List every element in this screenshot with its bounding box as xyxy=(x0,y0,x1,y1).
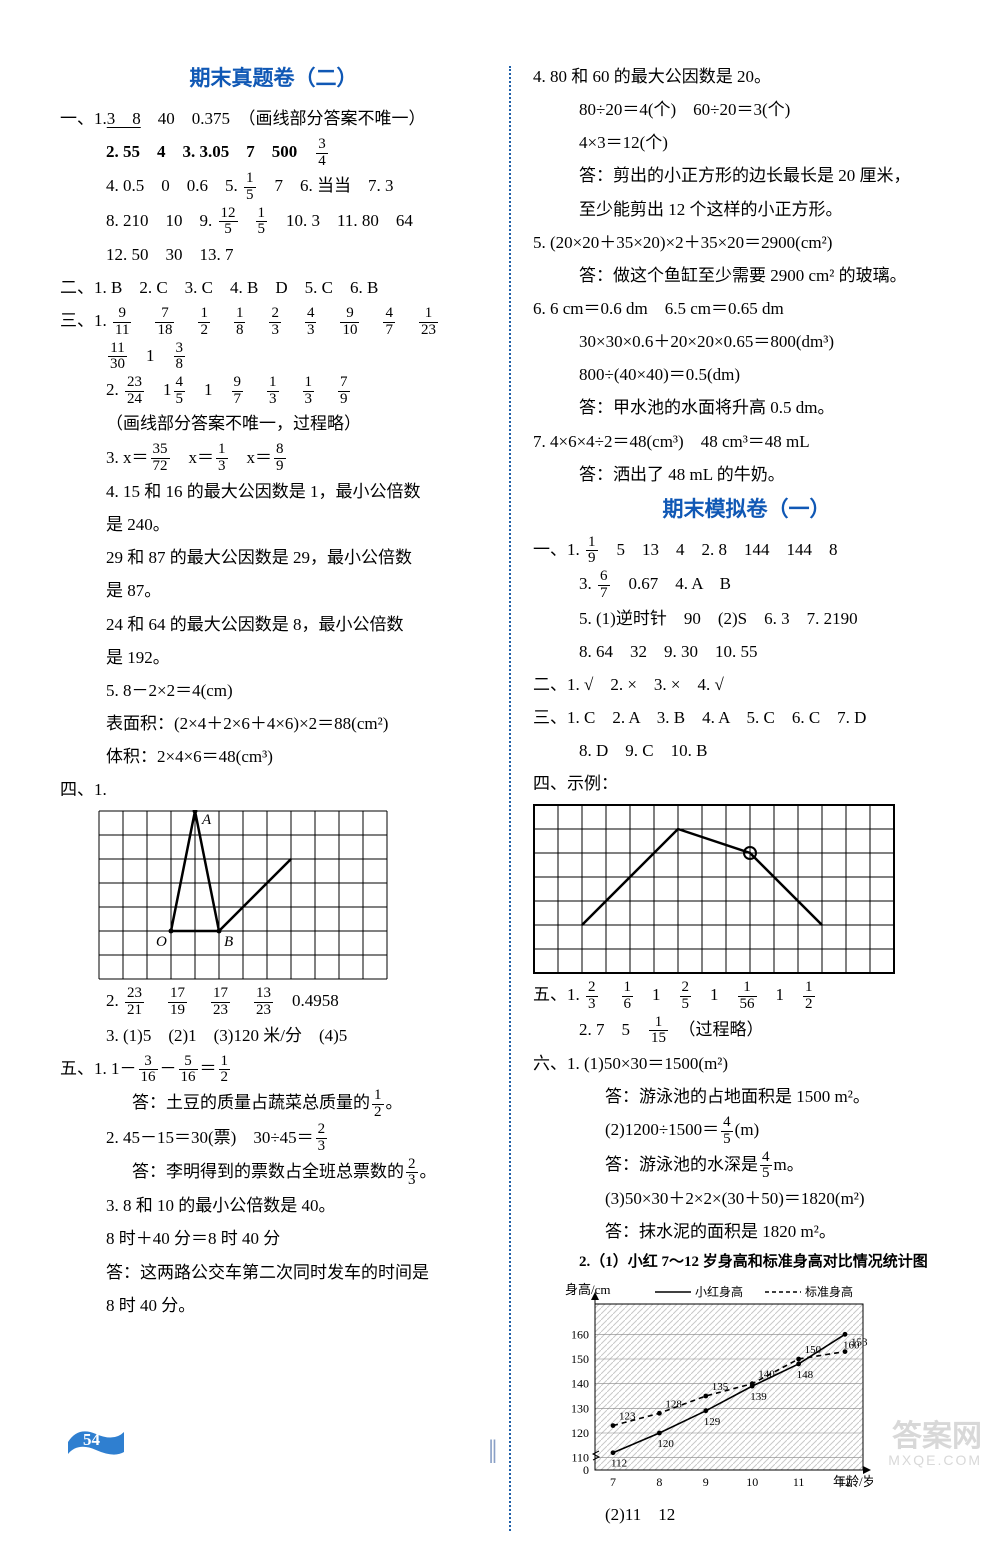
coordinate-grid-1: A O B xyxy=(98,810,388,980)
rm3-2: 8. D 9. C 10. B xyxy=(533,734,960,767)
rm2: 二、1. √ 2. × 3. × 4. √ xyxy=(533,668,960,701)
svg-text:123: 123 xyxy=(619,1410,636,1422)
watermark: 答案网 MXQE.COM xyxy=(888,1420,982,1468)
page-badge: 54 xyxy=(68,1426,124,1458)
svg-text:128: 128 xyxy=(665,1398,682,1410)
l-s5-2b: 答：李明得到的票数占全班总票数的23。 xyxy=(60,1155,487,1189)
l-s4-2: 2. 2321171917231323 0.4958 xyxy=(60,984,487,1018)
svg-text:150: 150 xyxy=(571,1352,589,1366)
l-s5-3b: 8 时＋40 分＝8 时 40 分 xyxy=(60,1222,487,1255)
rm3-1: 三、1. C 2. A 3. B 4. A 5. C 6. C 7. D xyxy=(533,701,960,734)
l-s1-3: 4. 0.5 0 0.6 5. 15 7 6. 当当 7. 3 xyxy=(60,169,487,203)
r-4-1: 4. 80 和 60 的最大公因数是 20。 xyxy=(533,60,960,93)
l-s4-3: 3. (1)5 (2)1 (3)120 米/分 (4)5 xyxy=(60,1019,487,1052)
coordinate-grid-2 xyxy=(533,804,895,974)
l-s2: 二、1. B 2. C 3. C 4. B D 5. C 6. B xyxy=(60,271,487,304)
l-s3-1b: 1130 1 38 xyxy=(60,339,487,373)
l-s3-5b: 表面积：(2×4＋2×6＋4×6)×2＝88(cm²) xyxy=(60,707,487,740)
l-s3-4d: 是 87。 xyxy=(60,574,487,607)
l-s1-4: 8. 210 10 9. 12515 10. 3 11. 80 64 xyxy=(60,204,487,238)
svg-text:148: 148 xyxy=(797,1368,814,1380)
rm1-2: 3. 67 0.67 4. A B xyxy=(533,567,960,601)
l-s5-2: 2. 45－15＝30(票) 30÷45＝23 xyxy=(60,1121,487,1155)
rm6-7: 2.（1）小红 7～12 岁身高和标准身高对比情况统计图 xyxy=(533,1248,960,1277)
svg-text:140: 140 xyxy=(758,1368,775,1380)
svg-text:112: 112 xyxy=(611,1457,627,1469)
rm6-3: (2)1200÷1500＝45(m) xyxy=(533,1113,960,1147)
l-s1-5: 12. 50 30 13. 7 xyxy=(60,238,487,271)
svg-text:标准身高: 标准身高 xyxy=(805,1284,853,1299)
svg-text:150: 150 xyxy=(805,1344,822,1356)
l-s3-4e: 24 和 64 的最大公因数是 8，最小公倍数 xyxy=(60,608,487,641)
svg-text:身高/cm: 身高/cm xyxy=(565,1282,611,1297)
r-4-3: 4×3＝12(个) xyxy=(533,126,960,159)
svg-text:0: 0 xyxy=(583,1463,589,1477)
l-s1-1: 一、1.3 8 40 0.375 （画线部分答案不唯一） xyxy=(60,102,487,135)
svg-text:135: 135 xyxy=(712,1381,729,1393)
rm4-head: 四、示例： xyxy=(533,767,960,800)
l-s3-4c: 29 和 87 的最大公因数是 29，最小公倍数 xyxy=(60,541,487,574)
rm5-1: 五、1. 2316 1 25 1 156 1 12 xyxy=(533,978,960,1012)
l-s5-1: 五、1. 1－316－516＝12 xyxy=(60,1052,487,1086)
l-s3-1: 三、1. 9117181218234391047123 xyxy=(60,304,487,338)
l-s3-5a: 5. 8－2×2＝4(cm) xyxy=(60,674,487,707)
r-4-2: 80÷20＝4(个) 60÷20＝3(个) xyxy=(533,93,960,126)
r-6-2: 30×30×0.6＋20×20×0.65＝800(dm³) xyxy=(533,325,960,358)
svg-text:139: 139 xyxy=(750,1391,767,1403)
l-s5-1b: 答：土豆的质量占蔬菜总质量的12。 xyxy=(60,1086,487,1120)
r-4-5: 至少能剪出 12 个这样的小正方形。 xyxy=(533,193,960,226)
l-s3-3: 3. x＝3572 x＝13 x＝89 xyxy=(60,441,487,475)
r-7-1: 7. 4×6×4÷2＝48(cm³) 48 cm³＝48 mL xyxy=(533,425,960,458)
l-s3-4a: 4. 15 和 16 的最大公因数是 1，最小公倍数 xyxy=(60,475,487,508)
r-5-2: 答：做这个鱼缸至少需要 2900 cm² 的玻璃。 xyxy=(533,259,960,292)
rm6-5: (3)50×30＋2×2×(30＋50)＝1820(m²) xyxy=(533,1182,960,1215)
r-4-4: 答：剪出的小正方形的边长最长是 20 厘米， xyxy=(533,159,960,192)
svg-text:小红身高: 小红身高 xyxy=(695,1284,743,1299)
l-s3-note: （画线部分答案不唯一，过程略） xyxy=(60,407,487,440)
svg-text:A: A xyxy=(201,812,212,828)
rm1-4: 8. 64 32 9. 30 10. 55 xyxy=(533,635,960,668)
l-s4-head: 四、1. xyxy=(60,773,487,806)
svg-text:120: 120 xyxy=(571,1426,589,1440)
left-title: 期末真题卷（二） xyxy=(60,62,487,92)
svg-text:B: B xyxy=(224,934,233,950)
svg-text:年龄/岁: 年龄/岁 xyxy=(833,1474,873,1489)
rm5-2: 2. 7 5 115 （过程略） xyxy=(533,1013,960,1047)
rm1-3: 5. (1)逆时针 90 (2)S 6. 3 7. 2190 xyxy=(533,602,960,635)
rm6b: (2)11 12 xyxy=(533,1498,960,1531)
r-6-3: 800÷(40×40)＝0.5(dm) xyxy=(533,358,960,391)
l-s5-3c: 答：这两路公交车第二次同时发车的时间是 xyxy=(60,1256,487,1289)
svg-text:153: 153 xyxy=(851,1336,868,1348)
r-7-2: 答：洒出了 48 mL 的牛奶。 xyxy=(533,458,960,491)
svg-text:O: O xyxy=(156,934,167,950)
l-s3-5c: 体积：2×4×6＝48(cm³) xyxy=(60,740,487,773)
svg-text:120: 120 xyxy=(657,1438,674,1450)
svg-text:140: 140 xyxy=(571,1376,589,1390)
page-number: 54 xyxy=(83,1430,100,1450)
l-s5-3: 3. 8 和 10 的最小公倍数是 40。 xyxy=(60,1189,487,1222)
l-s3-4b: 是 240。 xyxy=(60,508,487,541)
line-chart: 1101201301401501600789101112身高/cm年龄/岁小红身… xyxy=(553,1278,873,1498)
rm1-1: 一、1. 19 5 13 4 2. 8 144 144 8 xyxy=(533,533,960,567)
r-5-1: 5. (20×20＋35×20)×2＋35×20＝2900(cm²) xyxy=(533,226,960,259)
rm6-6: 答：抹水泥的面积是 1820 m²。 xyxy=(533,1215,960,1248)
rm6-1: 六、1. (1)50×30＝1500(m²) xyxy=(533,1047,960,1080)
column-divider xyxy=(509,66,511,1531)
svg-text:130: 130 xyxy=(571,1401,589,1415)
r-6-4: 答：甲水池的水面将升高 0.5 dm。 xyxy=(533,391,960,424)
tear-icon: ‖ xyxy=(488,1434,498,1472)
rm6-2: 答：游泳池的占地面积是 1500 m²。 xyxy=(533,1080,960,1113)
l-s5-3d: 8 时 40 分。 xyxy=(60,1289,487,1322)
rm6-4: 答：游泳池的水深是45m。 xyxy=(533,1148,960,1182)
l-s3-2: 2. 2324 145 1 97131379 xyxy=(60,373,487,407)
l-s3-4f: 是 192。 xyxy=(60,641,487,674)
right-title: 期末模拟卷（一） xyxy=(533,493,960,523)
svg-text:160: 160 xyxy=(571,1327,589,1341)
r-6-1: 6. 6 cm＝0.6 dm 6.5 cm＝0.65 dm xyxy=(533,292,960,325)
l-s1-2: 2. 55 4 3. 3.05 7 500 34 xyxy=(60,135,487,169)
svg-text:129: 129 xyxy=(704,1415,721,1427)
